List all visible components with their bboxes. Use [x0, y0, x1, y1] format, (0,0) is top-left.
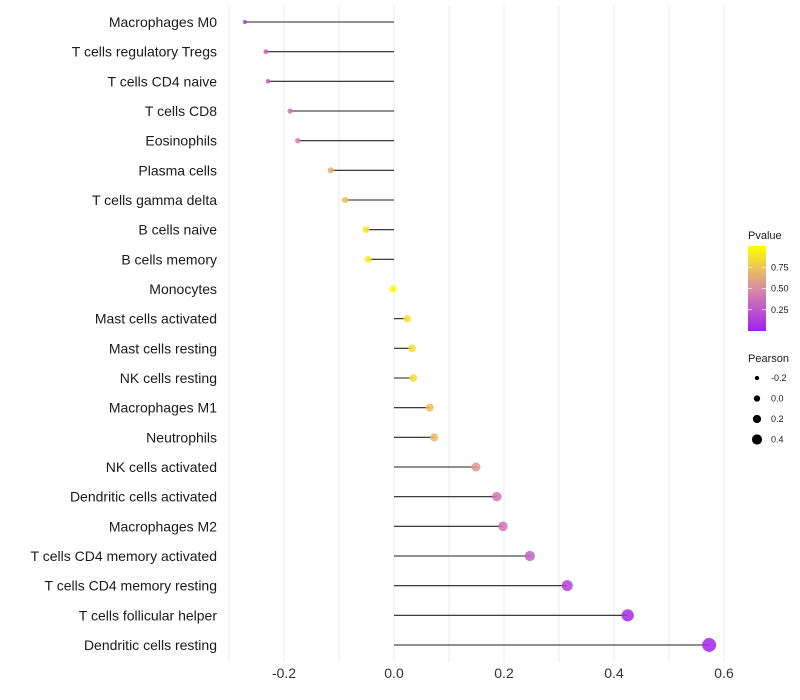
- y-tick-label: T cells CD4 naive: [108, 73, 218, 89]
- legend-color-label: 0.25: [771, 305, 789, 315]
- point: [263, 49, 269, 55]
- point: [430, 433, 439, 442]
- y-tick-label: Dendritic cells activated: [70, 489, 217, 505]
- x-tick-label: 0.2: [494, 665, 514, 681]
- point: [327, 167, 334, 174]
- point: [242, 19, 248, 25]
- y-tick-label: T cells regulatory Tregs: [72, 44, 217, 60]
- point: [492, 491, 502, 502]
- legend-color-label: 0.50: [771, 284, 789, 294]
- y-tick-label: T cells follicular helper: [79, 607, 218, 623]
- y-tick-label: Dendritic cells resting: [84, 637, 217, 653]
- point: [364, 255, 372, 263]
- y-tick-label: Mast cells activated: [95, 311, 217, 327]
- legend-size-title: Pearson: [748, 353, 789, 365]
- legend-size-key: [752, 414, 762, 424]
- legend-size-label: 0.2: [771, 414, 784, 424]
- x-tick-label: -0.2: [272, 665, 296, 681]
- legend-size-key: [754, 375, 760, 381]
- legend-size-label: 0.0: [771, 394, 784, 404]
- y-tick-label: Monocytes: [149, 281, 217, 297]
- point: [265, 78, 271, 84]
- x-tick-label: 0.4: [604, 665, 624, 681]
- legend-color-bar: [748, 246, 766, 331]
- y-tick-label: B cells memory: [121, 251, 217, 267]
- point: [409, 374, 418, 382]
- y-tick-label: Mast cells resting: [109, 340, 217, 356]
- y-tick-label: T cells CD4 memory resting: [45, 578, 217, 594]
- legend-color-title: Pvalue: [748, 230, 782, 242]
- y-tick-label: NK cells activated: [106, 459, 217, 475]
- legend-color-label: 0.75: [771, 262, 789, 272]
- legend-size-key: [753, 395, 761, 402]
- y-tick-label: T cells CD8: [145, 103, 217, 119]
- y-axis-labels: Macrophages M0 T cells regulatory Tregs T …: [31, 14, 218, 653]
- y-tick-label: Macrophages M2: [109, 518, 217, 534]
- y-tick-label: Eosinophils: [145, 133, 217, 149]
- x-tick-label: 0.6: [714, 665, 734, 681]
- legend: Pvalue 0.25 0.50 0.75 Pearson -0.2 0.0 0.2 0.…: [748, 230, 789, 445]
- x-axis-ticks: -0.2 0.0 0.2 0.4 0.6: [272, 665, 734, 681]
- y-tick-label: T cells CD4 memory activated: [31, 548, 217, 564]
- point: [524, 550, 535, 562]
- y-tick-label: Neutrophils: [146, 429, 217, 445]
- point: [341, 196, 349, 204]
- y-tick-label: Plasma cells: [138, 162, 217, 178]
- y-tick-label: NK cells resting: [120, 370, 217, 386]
- point: [389, 285, 397, 293]
- legend-size-key: [751, 434, 763, 445]
- point: [287, 108, 293, 114]
- point: [621, 609, 634, 622]
- point: [471, 462, 481, 472]
- point: [408, 344, 417, 353]
- point: [362, 226, 370, 234]
- lollipops: [242, 19, 717, 652]
- y-tick-label: Macrophages M1: [109, 400, 217, 416]
- legend-size-label: -0.2: [771, 373, 787, 383]
- x-tick-label: 0.0: [384, 665, 404, 681]
- legend-size-label: 0.4: [771, 435, 784, 445]
- point: [425, 403, 434, 412]
- point: [403, 314, 412, 323]
- y-tick-label: T cells gamma delta: [92, 192, 217, 208]
- point: [498, 521, 508, 532]
- point: [561, 580, 573, 592]
- point: [295, 137, 301, 144]
- point: [702, 638, 717, 652]
- y-tick-label: B cells naive: [138, 222, 217, 238]
- grid-lines: [228, 5, 725, 662]
- y-tick-label: Macrophages M0: [109, 14, 217, 30]
